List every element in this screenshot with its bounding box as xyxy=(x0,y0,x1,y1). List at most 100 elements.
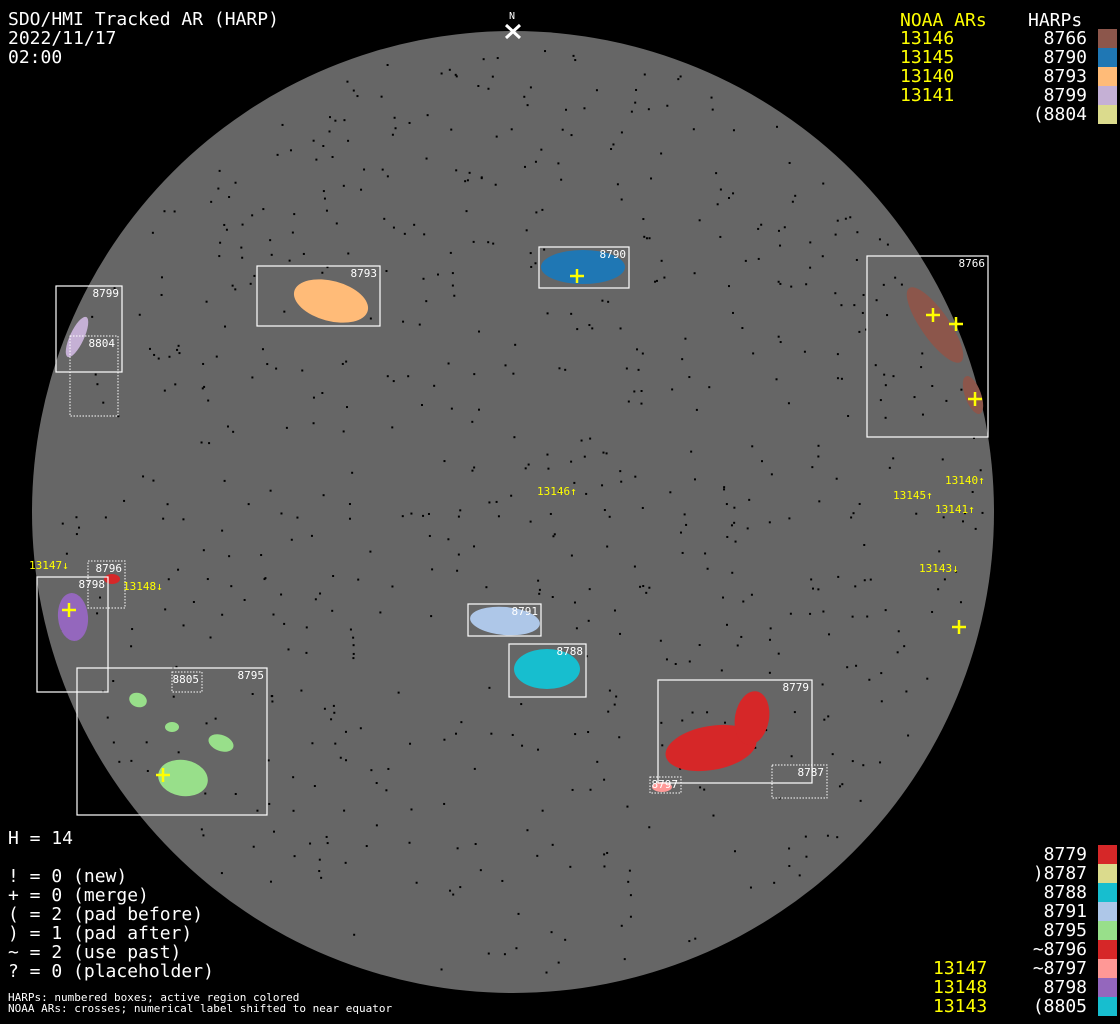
magnetic-speckle xyxy=(821,255,824,258)
magnetic-speckle xyxy=(112,680,115,683)
magnetic-speckle xyxy=(798,874,801,877)
harp-box-8779 xyxy=(657,679,813,784)
magnetic-speckle xyxy=(629,915,632,918)
magnetic-speckle xyxy=(332,575,335,578)
magnetic-speckle xyxy=(955,570,958,573)
magnetic-speckle xyxy=(375,782,378,785)
magnetic-speckle xyxy=(884,384,887,387)
magnetic-speckle xyxy=(471,420,474,423)
magnetic-speckle xyxy=(275,367,278,370)
magnetic-speckle xyxy=(856,231,859,234)
magnetic-speckle xyxy=(319,592,322,595)
magnetic-speckle xyxy=(821,683,824,686)
magnetic-speckle xyxy=(272,830,275,833)
magnetic-speckle xyxy=(332,704,335,707)
magnetic-speckle xyxy=(99,596,102,599)
magnetic-speckle xyxy=(769,627,772,630)
magnetic-speckle xyxy=(296,516,299,519)
magnetic-speckle xyxy=(823,718,826,721)
magnetic-speckle xyxy=(809,266,812,269)
north-marker-icon xyxy=(504,23,522,40)
magnetic-speckle xyxy=(234,792,237,795)
magnetic-speckle xyxy=(305,651,308,654)
magnetic-speckle xyxy=(903,645,906,648)
magnetic-speckle xyxy=(634,475,637,478)
magnetic-speckle xyxy=(647,108,650,111)
magnetic-speckle xyxy=(645,237,648,240)
magnetic-speckle xyxy=(892,457,895,460)
magnetic-speckle xyxy=(655,279,658,282)
magnetic-speckle xyxy=(425,157,428,160)
magnetic-speckle xyxy=(959,601,962,604)
harp-box-label: 8787 xyxy=(798,766,825,779)
noaa-ar-number: 13141 xyxy=(900,85,955,106)
magnetic-speckle xyxy=(811,587,814,590)
magnetic-speckle xyxy=(208,442,211,445)
magnetic-speckle xyxy=(907,734,910,737)
magnetic-speckle xyxy=(148,347,151,350)
magnetic-speckle xyxy=(602,451,605,454)
magnetic-speckle xyxy=(104,516,107,519)
magnetic-speckle xyxy=(464,180,467,183)
magnetic-speckle xyxy=(420,404,423,407)
magnetic-speckle xyxy=(318,858,321,861)
magnetic-speckle xyxy=(724,721,727,724)
magnetic-speckle xyxy=(477,84,480,87)
magnetic-speckle xyxy=(719,235,722,238)
magnetic-speckle xyxy=(733,506,736,509)
harp-box-label: 8790 xyxy=(600,248,627,261)
magnetic-speckle xyxy=(868,678,871,681)
magnetic-speckle xyxy=(661,744,664,747)
noaa-ar-label: 13143↓ xyxy=(919,562,959,575)
magnetic-speckle xyxy=(768,671,771,674)
magnetic-speckle xyxy=(451,284,454,287)
harp-color-swatch xyxy=(1098,864,1117,883)
magnetic-speckle xyxy=(383,217,386,220)
magnetic-speckle xyxy=(428,534,431,537)
harp-number: ~8797 xyxy=(1032,958,1087,979)
harp-color-swatch xyxy=(1098,959,1117,978)
magnetic-speckle xyxy=(138,313,141,316)
magnetic-speckle xyxy=(267,759,270,762)
magnetic-speckle xyxy=(690,450,693,453)
magnetic-speckle xyxy=(691,711,694,714)
magnetic-speckle xyxy=(392,380,395,383)
magnetic-speckle xyxy=(342,184,345,187)
magnetic-speckle xyxy=(241,223,244,226)
magnetic-speckle xyxy=(603,853,606,856)
harp-number: 8788 xyxy=(1043,882,1087,903)
magnetic-speckle xyxy=(858,330,861,333)
magnetic-speckle xyxy=(585,492,588,495)
active-region-8791 xyxy=(470,606,540,636)
magnetic-speckle xyxy=(744,259,747,262)
magnetic-speckle xyxy=(749,886,752,889)
magnetic-speckle xyxy=(226,425,229,428)
magnetic-speckle xyxy=(706,567,709,570)
magnetic-speckle xyxy=(619,632,622,635)
magnetic-speckle xyxy=(418,323,421,326)
noaa-ar-number: 13148 xyxy=(933,977,988,998)
magnetic-speckle xyxy=(915,512,918,515)
magnetic-speckle xyxy=(788,864,791,867)
magnetic-speckle xyxy=(570,460,573,463)
magnetic-speckle xyxy=(204,792,207,795)
magnetic-speckle xyxy=(603,865,606,868)
magnetic-speckle xyxy=(679,75,682,78)
magnetic-speckle xyxy=(837,575,840,578)
magnetic-speckle xyxy=(931,384,934,387)
magnetic-speckle xyxy=(641,506,644,509)
magnetic-speckle xyxy=(496,57,499,60)
magnetic-speckle xyxy=(884,416,887,419)
magnetic-speckle xyxy=(777,229,780,232)
magnetic-speckle xyxy=(218,169,221,172)
magnetic-speckle xyxy=(783,226,786,229)
magnetic-speckle xyxy=(606,545,609,548)
magnetic-speckle xyxy=(706,711,709,714)
magnetic-speckle xyxy=(386,63,389,66)
magnetic-speckle xyxy=(530,265,533,268)
magnetic-speckle xyxy=(425,300,428,303)
magnetic-speckle xyxy=(768,521,771,524)
magnetic-speckle xyxy=(403,232,406,235)
magnetic-speckle xyxy=(570,134,573,137)
magnetic-speckle xyxy=(752,352,755,355)
